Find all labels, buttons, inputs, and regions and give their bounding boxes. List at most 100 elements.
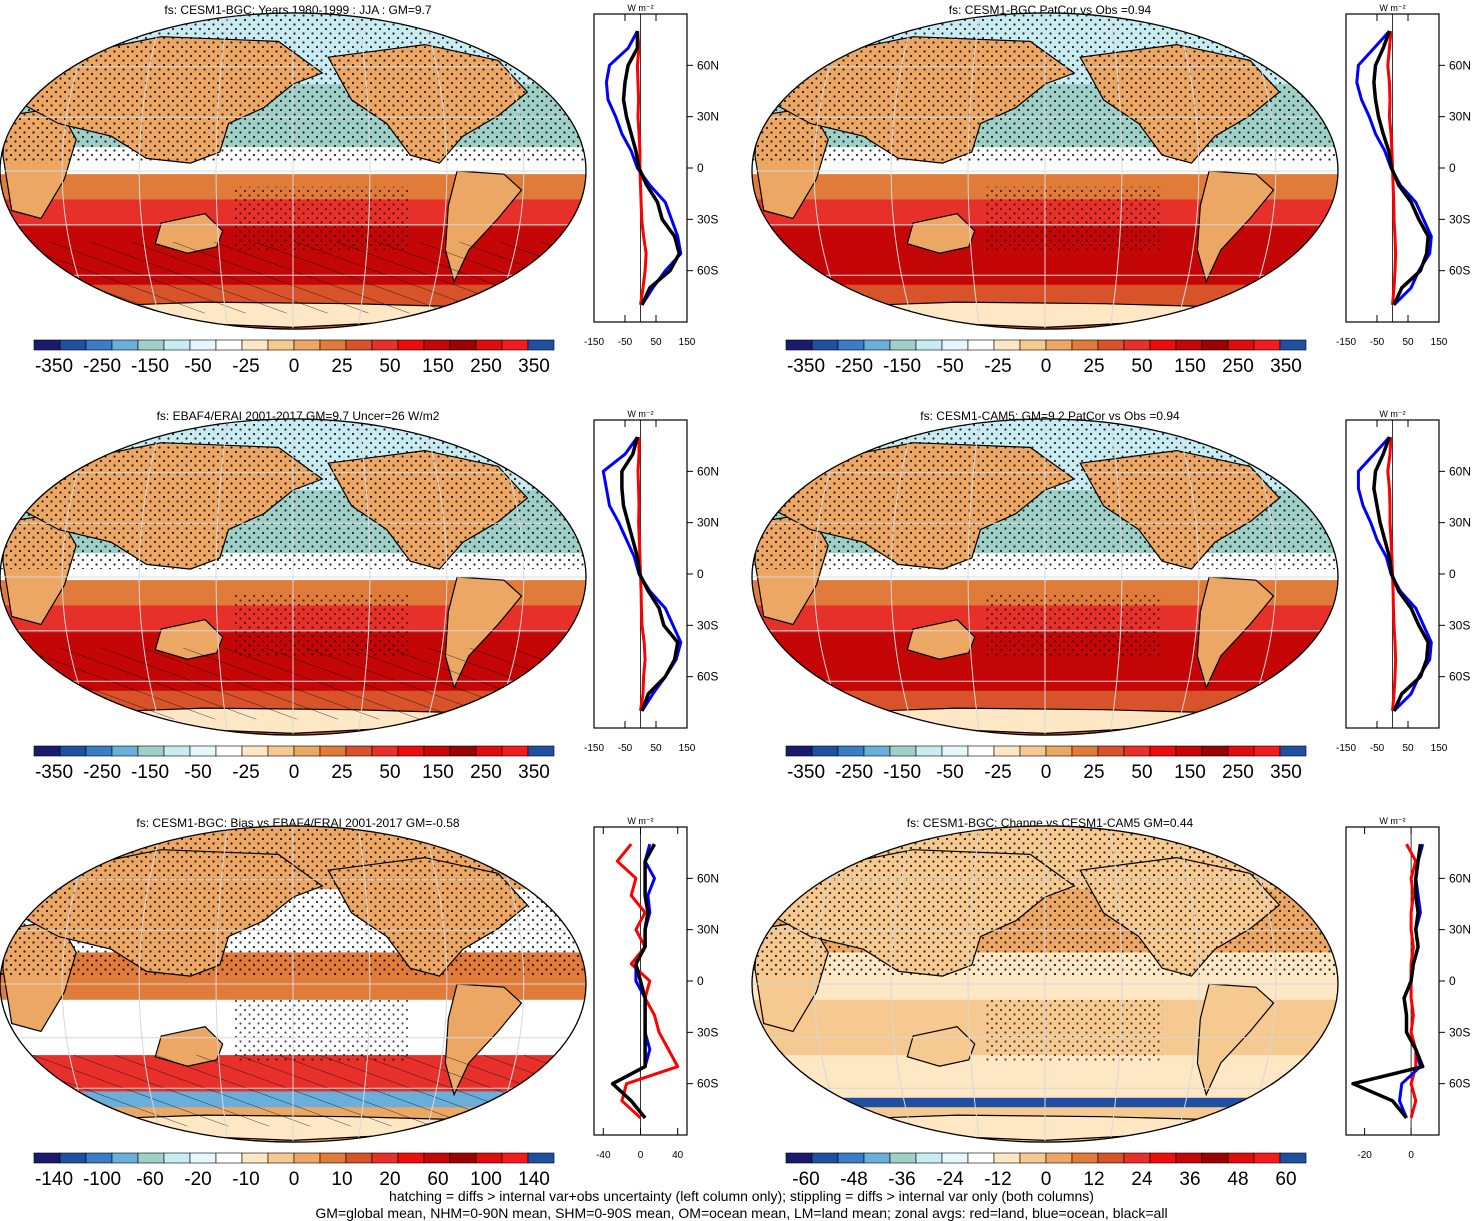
colorbar-swatch (345, 339, 373, 351)
zonal-x-tick-label: 150 (1431, 337, 1448, 348)
zonal-x-tick-label: 0 (1408, 1150, 1414, 1161)
colorbar-tick-label: -25 (232, 762, 259, 783)
colorbar-swatch (1149, 745, 1177, 757)
colorbar-swatch (475, 745, 503, 757)
panel-title: fs: CESM1-BGC: Change vs CESM1-CAM5 GM=0… (907, 816, 1194, 830)
colorbar-swatch (137, 1152, 165, 1164)
footer-line-2: GM=global mean, NHM=0-90N mean, SHM=0-90… (315, 1205, 1168, 1221)
colorbar-swatch (293, 745, 321, 757)
colorbar-swatch (163, 745, 191, 757)
continent-australia (906, 1026, 976, 1067)
continent-southAmerica (1196, 576, 1275, 690)
zonal-x-tick-label: -50 (1370, 337, 1385, 348)
colorbar-swatch (33, 1152, 61, 1164)
zonal-lat-tick-label: 30S (697, 212, 718, 226)
colorbar-swatch (1253, 1152, 1281, 1164)
colorbar-tick-label: 250 (470, 356, 502, 377)
zonal-unit-label: W m⁻² (627, 3, 653, 13)
colorbar-swatch (449, 745, 477, 757)
zonal-lat-tick-label: 0 (1449, 567, 1456, 581)
colorbar-swatch (1149, 339, 1177, 351)
zonal-plot-frame (1345, 826, 1440, 1136)
zonal-lat-tick-label: 0 (697, 974, 704, 988)
colorbar-swatch (371, 745, 399, 757)
colorbar-swatch (111, 1152, 139, 1164)
zonal-lat-tick-label: 60N (697, 58, 719, 72)
colorbar-swatch (241, 745, 269, 757)
colorbar-swatch (449, 339, 477, 351)
colorbar-swatch (1175, 1152, 1203, 1164)
colorbar-tick-label: 0 (1041, 356, 1052, 377)
colorbar-swatch (1175, 339, 1203, 351)
zonal-series-land (615, 843, 680, 1120)
colorbar-swatch (1253, 745, 1281, 757)
colorbar-swatch (449, 1152, 477, 1164)
colorbar-tick-label: 0 (289, 356, 300, 377)
colorbar-swatch (423, 339, 451, 351)
zonal-x-tick-label: 150 (679, 337, 696, 348)
colorbar-swatch (1201, 1152, 1229, 1164)
colorbar-swatch (1149, 1152, 1177, 1164)
zonal-lat-tick-label: 30S (1449, 1025, 1470, 1039)
zonal-lat-tick-label: 60N (697, 464, 719, 478)
world-map (0, 418, 587, 736)
colorbar-tick-label: -150 (131, 762, 169, 783)
colorbar-tick-label: -150 (883, 356, 921, 377)
colorbar-swatch (319, 339, 347, 351)
colorbar-swatch (501, 745, 529, 757)
colorbar-swatch (1201, 745, 1229, 757)
world-map (751, 12, 1338, 330)
colorbar-tick-label: 0 (1041, 762, 1052, 783)
colorbar-tick-label: -350 (787, 762, 825, 783)
colorbar-swatch (837, 1152, 865, 1164)
colorbar-tick-label: 60 (1275, 1169, 1296, 1190)
colorbar-swatch (1201, 339, 1229, 351)
colorbar-tick-label: -350 (35, 762, 73, 783)
colorbar-swatch (1045, 745, 1073, 757)
colorbar-swatch (1123, 1152, 1151, 1164)
zonal-x-tick-label: -50 (618, 743, 633, 754)
colorbar-swatch (137, 339, 165, 351)
zonal-x-tick-label: 50 (650, 337, 662, 348)
colorbar-tick-label: -50 (184, 762, 211, 783)
zonal-x-tick-label: 50 (1402, 743, 1414, 754)
colorbar-swatch (397, 1152, 425, 1164)
zonal-x-tick-label: 50 (650, 743, 662, 754)
continent-antarctica (825, 707, 1257, 735)
zonal-series-all (1372, 30, 1430, 306)
colorbar-tick-label: 50 (379, 762, 400, 783)
map-border (751, 825, 1339, 1143)
colorbar-tick-label: -48 (840, 1169, 867, 1190)
world-map (751, 418, 1338, 736)
colorbar-swatch (1071, 745, 1099, 757)
colorbar-swatch (85, 1152, 113, 1164)
zonal-lat-tick-label: 60S (1449, 264, 1470, 278)
zonal-x-tick-label: 40 (672, 1150, 684, 1161)
colorbar-tick-label: 25 (331, 356, 352, 377)
colorbar-swatch (1175, 745, 1203, 757)
colorbar-swatch (345, 1152, 373, 1164)
zonal-unit-label: W m⁻² (1379, 3, 1405, 13)
colorbar-swatch (1097, 1152, 1125, 1164)
map-border (0, 825, 587, 1143)
colorbar-swatch (1019, 339, 1047, 351)
continent-antarctica (825, 1114, 1257, 1142)
colorbar-swatch (1019, 1152, 1047, 1164)
panel-6: fs: CESM1-BGC: Change vs CESM1-CAM5 GM=0… (751, 816, 1471, 1190)
colorbar-swatch (837, 339, 865, 351)
zonal-lat-tick-label: 60N (1449, 58, 1471, 72)
colorbar-tick-label: -12 (984, 1169, 1011, 1190)
colorbar-swatch (1019, 745, 1047, 757)
colorbar-tick-label: -60 (792, 1169, 819, 1190)
zonal-x-tick-label: 0 (638, 1150, 644, 1161)
colorbar-tick-label: -250 (83, 762, 121, 783)
panel-4: fs: CESM1-CAM5: GM=9.2 PatCor vs Obs =0.… (751, 409, 1471, 783)
zonal-lat-tick-label: 30S (697, 1025, 718, 1039)
zonal-lat-tick-label: 0 (697, 567, 704, 581)
colorbar-tick-label: -100 (83, 1169, 121, 1190)
colorbar-swatch (85, 339, 113, 351)
colorbar-tick-label: -250 (835, 762, 873, 783)
footer-line-1: hatching = diffs > internal var+obs unce… (389, 1188, 1094, 1204)
colorbar-swatch (1227, 1152, 1255, 1164)
colorbar-swatch (215, 339, 243, 351)
